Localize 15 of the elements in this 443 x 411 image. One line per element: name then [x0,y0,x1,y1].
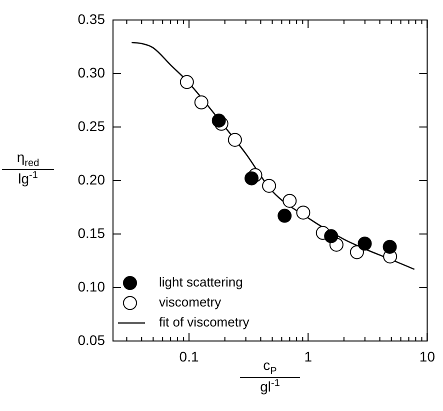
y-tick-label: 0.20 [78,171,106,188]
y-tick-label: 0.30 [78,64,106,80]
y-axis-title: η$_{red}$ lg$^{-1}$ [16,149,40,187]
x-axis-title: c$_{P}$ gl$^{-1}$ [259,357,281,395]
legend-label: light scattering [159,274,243,290]
y-tick-label: 0.15 [78,224,106,241]
x-tick-label: 1 [304,348,312,364]
legend-label: fit of viscometry [159,314,250,330]
y-tick-label: 0.10 [78,278,106,294]
x-tick-label: 10 [419,348,436,364]
y-tick-label: 0.05 [78,332,106,348]
legend-label: viscometry [159,294,222,310]
y-tick-label: 0.25 [78,118,106,134]
x-tick-label: 0.1 [179,348,199,364]
y-tick-label: 0.35 [78,10,106,27]
